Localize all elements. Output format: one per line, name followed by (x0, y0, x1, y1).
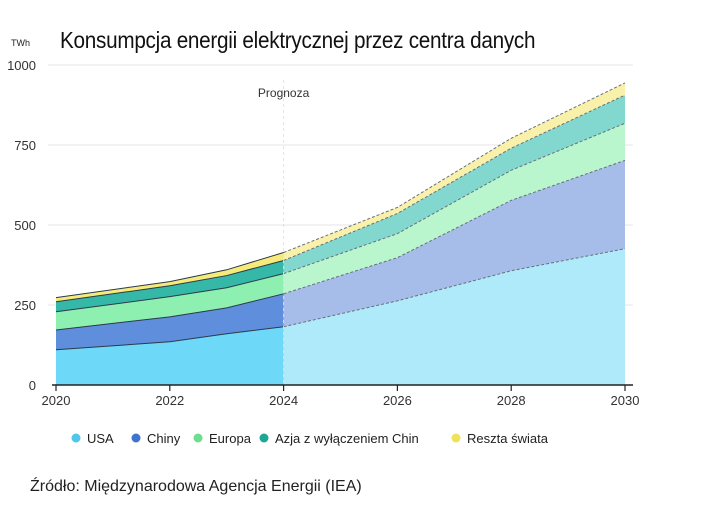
line-europa-forecast (283, 122, 626, 275)
area-chiny-historical (56, 293, 284, 350)
x-tick-label: 2028 (497, 393, 526, 408)
x-tick-label: 2024 (269, 393, 298, 408)
y-tick-label: 0 (29, 378, 36, 393)
legend-marker-azja-z-wy-czeniem-chin (259, 433, 269, 443)
line-reszta-wiata-historical (55, 252, 284, 299)
line-chiny-forecast (283, 159, 626, 295)
legend-label-usa: USA (87, 431, 114, 446)
area-usa-forecast (283, 248, 625, 385)
forecast-label: Prognoza (258, 86, 310, 100)
legend-label-azja-z-wy-czeniem-chin: Azja z wyłączeniem Chin (275, 431, 419, 446)
x-tick-label: 2026 (383, 393, 412, 408)
legend-marker-chiny (131, 433, 141, 443)
line-chiny-historical (55, 293, 284, 331)
legend-marker-usa (71, 433, 81, 443)
x-tick-label: 2020 (42, 393, 71, 408)
chart-title: Konsumpcja energii elektrycznej przez ce… (60, 27, 536, 53)
y-axis-unit: TWh (11, 38, 30, 48)
line-azja-z-wy-czeniem-chin-forecast (283, 94, 626, 261)
area-reszta-wiata-historical (56, 252, 284, 302)
line-europa-historical (55, 273, 284, 313)
legend-marker-europa (193, 433, 203, 443)
legend-label-reszta-wiata: Reszta świata (467, 431, 549, 446)
legend-label-chiny: Chiny (147, 431, 181, 446)
area-chiny-forecast (283, 160, 625, 327)
x-tick-label: 2030 (611, 393, 640, 408)
area-europa-forecast (283, 123, 625, 294)
y-tick-label: 250 (14, 298, 36, 313)
area-reszta-wiata-forecast (283, 82, 625, 261)
line-usa-historical (55, 326, 284, 351)
y-tick-label: 500 (14, 218, 36, 233)
x-tick-label: 2022 (155, 393, 184, 408)
area-usa-historical (56, 326, 284, 385)
source-note: Źródło: Międzynarodowa Agencja Energii (… (30, 478, 362, 495)
stacked-area-chart: 0 250 500 750 1000 Prognoza 2020 2022 2024 2026 20… (7, 58, 640, 446)
y-tick-label: 750 (14, 138, 36, 153)
y-tick-label: 1000 (7, 58, 36, 73)
legend-marker-reszta-wiata (451, 433, 461, 443)
legend-label-europa: Europa (209, 431, 252, 446)
line-azja-z-wy-czeniem-chin-historical (55, 260, 284, 303)
line-usa-forecast (283, 248, 626, 328)
line-reszta-wiata-forecast (283, 82, 626, 253)
area-azja-z-wy-czeniem-chin-forecast (283, 95, 625, 274)
